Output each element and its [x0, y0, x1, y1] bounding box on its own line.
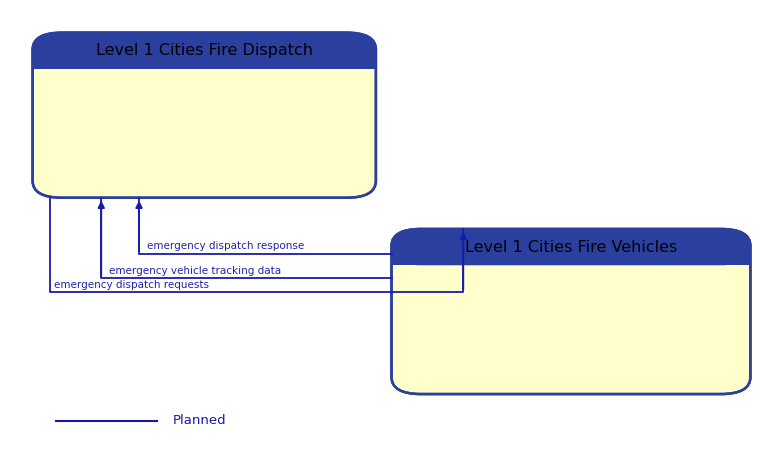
- FancyBboxPatch shape: [392, 229, 750, 265]
- Text: Level 1 Cities Fire Dispatch: Level 1 Cities Fire Dispatch: [96, 43, 312, 58]
- FancyBboxPatch shape: [33, 33, 376, 69]
- Text: Level 1 Cities Fire Vehicles: Level 1 Cities Fire Vehicles: [465, 240, 677, 255]
- FancyBboxPatch shape: [392, 229, 750, 394]
- Text: Planned: Planned: [173, 414, 226, 427]
- Bar: [33, 51, 376, 69]
- Bar: [392, 247, 750, 265]
- Text: emergency dispatch response: emergency dispatch response: [147, 242, 304, 251]
- Text: emergency dispatch requests: emergency dispatch requests: [54, 280, 208, 290]
- FancyBboxPatch shape: [33, 33, 376, 198]
- Text: emergency vehicle tracking data: emergency vehicle tracking data: [109, 266, 281, 276]
